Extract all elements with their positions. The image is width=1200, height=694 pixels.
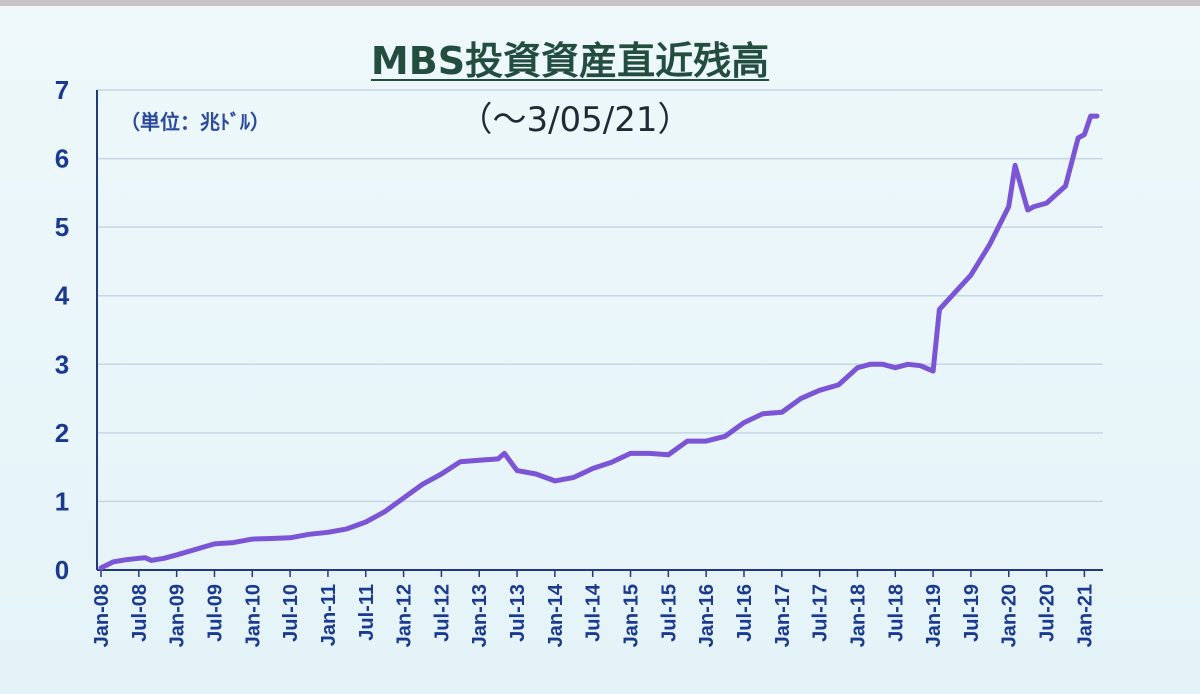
y-tick-label: 0 <box>55 555 69 585</box>
x-tick-label: Jul-12 <box>431 584 453 642</box>
chart-title: MBS投資資産直近残高 <box>370 39 770 83</box>
x-tick-label: Jul-15 <box>658 584 680 642</box>
x-tick-labels: Jan-08 Jul-08 Jan-09 Jul-09 Jan-10 Jul-10 Jan-… <box>91 583 1096 647</box>
axes <box>96 90 1103 577</box>
y-tick-label: 2 <box>55 418 69 448</box>
data-series <box>98 113 1100 571</box>
x-tick-label: Jan-16 <box>696 584 718 647</box>
x-tick-label: Jan-12 <box>394 584 416 647</box>
x-tick-label: Jan-15 <box>621 584 643 647</box>
x-tick-label: Jul-18 <box>885 584 907 642</box>
x-tick-label: Jul-10 <box>280 584 302 642</box>
x-tick-label: Jan-14 <box>545 583 567 647</box>
x-tick-label: Jan-19 <box>923 584 945 647</box>
x-tick-label: Jul-19 <box>961 584 983 642</box>
x-tick-label: Jan-11 <box>318 584 340 646</box>
y-tick-labels: 0 1 2 3 4 5 6 7 <box>55 75 70 585</box>
x-tick-label: Jan-09 <box>167 584 189 647</box>
x-tick-label: Jan-10 <box>242 584 264 647</box>
grid-lines <box>97 89 1103 503</box>
x-tick-label: Jul-08 <box>129 584 151 642</box>
y-tick-label: 6 <box>55 144 69 174</box>
unit-label: （単位：兆ﾄﾞﾙ） <box>120 110 270 134</box>
x-tick-label: Jan-17 <box>772 584 794 647</box>
y-tick-label: 1 <box>55 486 69 516</box>
x-tick-label: Jul-14 <box>583 583 605 642</box>
y-tick-label: 3 <box>55 349 69 379</box>
x-tick-label: Jan-13 <box>469 584 491 647</box>
x-tick-label: Jul-20 <box>1037 584 1059 642</box>
chart-subtitle: （～3/05/21） <box>458 100 692 140</box>
y-tick-label: 7 <box>55 75 69 105</box>
y-tick-label: 5 <box>55 212 69 242</box>
x-tick-label: Jul-17 <box>810 584 832 642</box>
y-tick-label: 4 <box>55 281 70 311</box>
x-tick-label: Jan-18 <box>847 584 869 647</box>
top-border <box>0 0 1200 6</box>
x-tick-label: Jul-16 <box>734 584 756 642</box>
x-tick-label: Jul-09 <box>204 584 226 642</box>
x-tick-label: Jan-08 <box>91 584 113 647</box>
series-line <box>98 113 1100 571</box>
x-tick-label: Jul-11 <box>356 584 378 641</box>
x-tick-label: Jul-13 <box>507 584 529 642</box>
x-tick-label: Jan-21 <box>1074 584 1096 647</box>
x-tick-label: Jan-20 <box>999 584 1021 647</box>
